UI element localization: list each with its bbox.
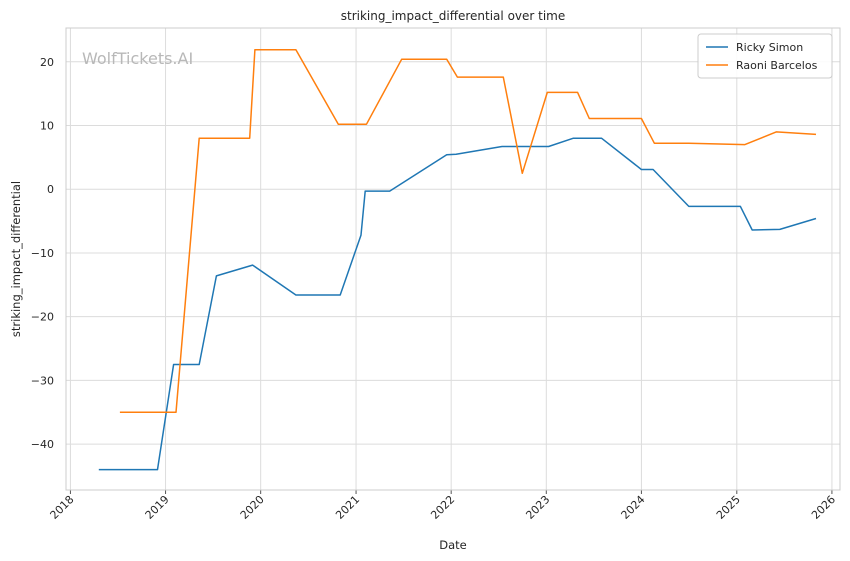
y-tick-label: −30 xyxy=(31,374,54,387)
y-tick-label: 10 xyxy=(40,119,54,132)
series-line-ricky-simon xyxy=(98,137,817,471)
legend-box xyxy=(697,33,833,79)
chart-title: striking_impact_differential over time xyxy=(341,9,566,23)
y-tick-label: 0 xyxy=(47,183,54,196)
y-axis-title: striking_impact_differential xyxy=(9,181,23,337)
y-axis-ticks: −40 −30 −20 −10 0 10 20 xyxy=(31,56,54,451)
y-tick-label: −10 xyxy=(31,247,54,260)
y-tick-label: −40 xyxy=(31,438,54,451)
series-lines xyxy=(98,48,817,471)
y-tick-label: −20 xyxy=(31,311,54,324)
legend: Ricky Simon Raoni Barcelos xyxy=(697,33,833,79)
grid-lines xyxy=(66,28,840,490)
legend-label: Raoni Barcelos xyxy=(736,59,818,72)
legend-label: Ricky Simon xyxy=(736,41,803,54)
plot-frame xyxy=(65,27,841,491)
watermark: WolfTickets.AI xyxy=(82,49,193,68)
y-tick-label: 20 xyxy=(40,56,54,69)
plot-area xyxy=(66,28,840,490)
series-line-raoni-barcelos xyxy=(119,48,817,414)
x-axis-title: Date xyxy=(439,538,467,552)
